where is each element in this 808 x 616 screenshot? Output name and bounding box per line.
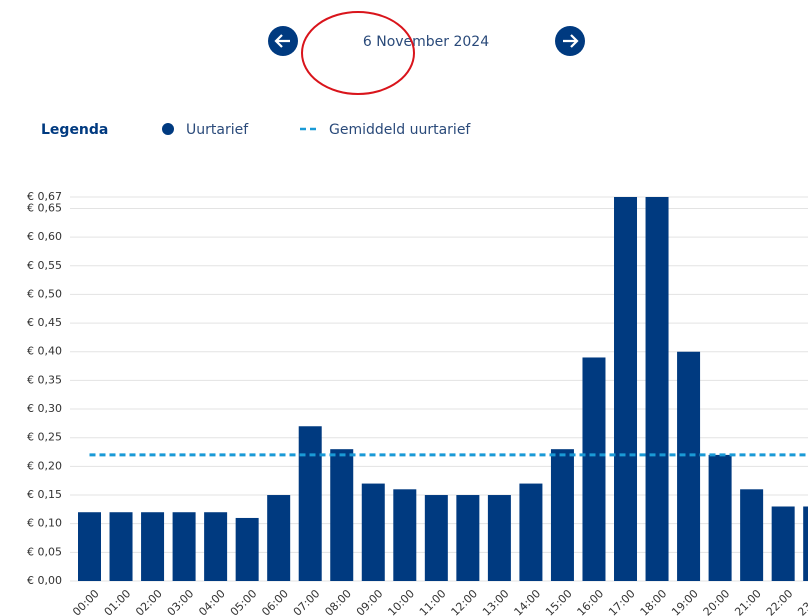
legend-label: Gemiddeld uurtarief <box>329 122 471 138</box>
x-tick-label: 09:00 <box>354 587 386 616</box>
bar <box>456 495 480 581</box>
x-tick-label: 04:00 <box>196 587 228 616</box>
bar <box>78 512 101 581</box>
bar <box>172 512 196 581</box>
x-tick-label: 22:00 <box>764 587 796 616</box>
legend-dot <box>162 123 174 135</box>
y-tick-label: € 0,67 <box>27 190 62 203</box>
x-tick-label: 00:00 <box>70 587 102 616</box>
x-tick-label: 21:00 <box>732 587 764 616</box>
bar <box>361 483 385 581</box>
x-tick-label: 05:00 <box>228 587 260 616</box>
y-tick-label: € 0,10 <box>27 517 62 530</box>
prev-button[interactable] <box>268 26 298 56</box>
next-button[interactable] <box>555 26 585 56</box>
x-tick-label: 08:00 <box>322 587 354 616</box>
bar <box>740 489 764 581</box>
bar <box>204 512 228 581</box>
x-tick-label: 14:00 <box>512 587 544 616</box>
bar <box>550 449 574 581</box>
bar <box>614 197 638 581</box>
bar <box>424 495 448 581</box>
bar <box>487 495 511 581</box>
x-tick-label: 19:00 <box>669 587 701 616</box>
date-label: 6 November 2024 <box>363 34 489 50</box>
annotation-circle <box>301 11 415 95</box>
x-tick-label: 12:00 <box>448 587 480 616</box>
y-tick-label: € 0,50 <box>27 287 62 300</box>
x-tick-label: 15:00 <box>543 587 575 616</box>
y-tick-label: € 0,55 <box>27 259 62 272</box>
bar <box>582 357 606 581</box>
x-tick-label: 11:00 <box>417 587 449 616</box>
bar <box>267 495 291 581</box>
y-tick-label: € 0,40 <box>27 345 62 358</box>
x-tick-label: 18:00 <box>638 587 670 616</box>
bar <box>645 197 669 581</box>
bar <box>298 426 322 581</box>
y-tick-label: € 0,25 <box>27 431 62 444</box>
legend-label: Uurtarief <box>186 122 249 138</box>
y-tick-label: € 0,20 <box>27 459 62 472</box>
legend-title: Legenda <box>41 122 108 138</box>
bar <box>677 351 701 581</box>
bar <box>771 506 795 581</box>
bar <box>109 512 133 581</box>
x-tick-label: 02:00 <box>133 587 165 616</box>
x-tick-label: 07:00 <box>291 587 323 616</box>
x-tick-label: 20:00 <box>701 587 733 616</box>
bar <box>330 449 354 581</box>
x-tick-label: 17:00 <box>606 587 638 616</box>
bar <box>235 517 259 581</box>
y-tick-label: € 0,35 <box>27 373 62 386</box>
y-tick-label: € 0,05 <box>27 545 62 558</box>
y-tick-label: € 0,60 <box>27 230 62 243</box>
x-tick-label: 03:00 <box>165 587 197 616</box>
x-tick-label: 13:00 <box>480 587 512 616</box>
x-tick-label: 06:00 <box>259 587 291 616</box>
bar <box>141 512 165 581</box>
bar <box>393 489 417 581</box>
bar <box>519 483 543 581</box>
y-tick-label: € 0,30 <box>27 402 62 415</box>
x-tick-label: 01:00 <box>102 587 134 616</box>
y-tick-label: € 0,65 <box>27 201 62 214</box>
bar <box>708 454 732 581</box>
bar <box>803 506 808 581</box>
y-tick-label: € 0,15 <box>27 488 62 501</box>
x-tick-label: 23:00 <box>795 587 808 616</box>
x-tick-label: 16:00 <box>575 587 607 616</box>
y-tick-label: € 0,00 <box>27 574 62 587</box>
x-tick-label: 10:00 <box>385 587 417 616</box>
y-tick-label: € 0,45 <box>27 316 62 329</box>
